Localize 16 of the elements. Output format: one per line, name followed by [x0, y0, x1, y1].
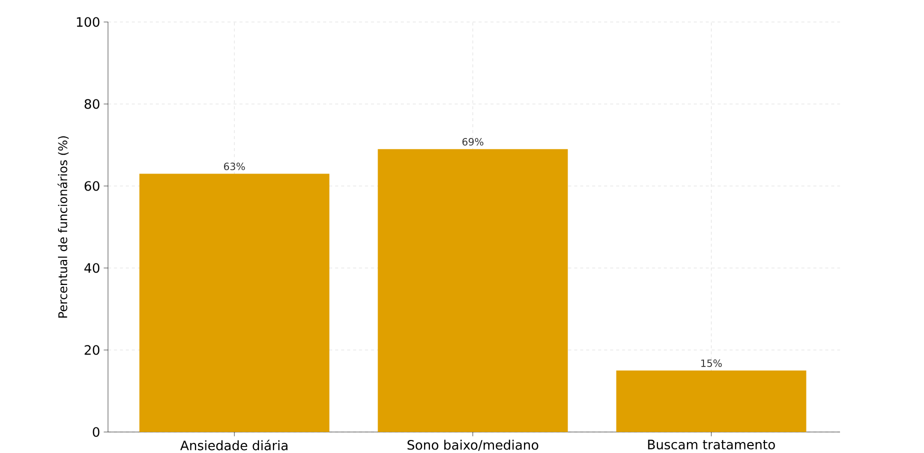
- y-axis-title: Percentual de funcionários (%): [58, 136, 69, 318]
- x-tick-label: Sono baixo/mediano: [408, 440, 538, 451]
- data-label: 15%: [701, 359, 722, 367]
- data-label: 69%: [462, 138, 484, 146]
- y-tick-label: 20: [84, 345, 100, 355]
- data-label: 63%: [224, 162, 245, 170]
- y-tick-label: 100: [76, 17, 100, 27]
- bar: [139, 174, 330, 432]
- x-tick-label: Buscam tratamento: [648, 440, 775, 450]
- bar: [616, 370, 806, 432]
- y-tick-label: 60: [84, 181, 100, 191]
- y-tick-label: 40: [84, 263, 100, 273]
- x-tick-label: Ansiedade diária: [180, 440, 288, 450]
- bar: [378, 149, 568, 432]
- y-tick-label: 0: [92, 427, 100, 437]
- y-tick-label: 80: [84, 99, 100, 109]
